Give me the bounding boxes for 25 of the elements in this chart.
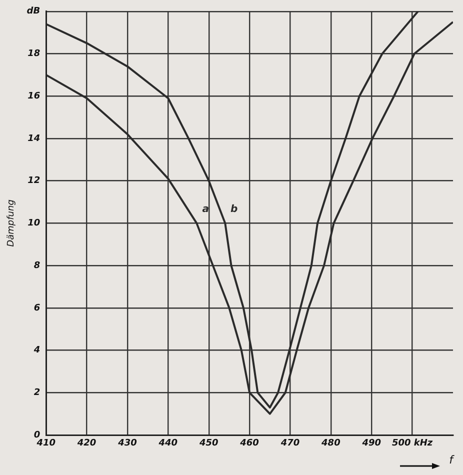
y-tick-label: 4: [32, 346, 40, 356]
x-tick-label: 470: [280, 438, 300, 449]
x-tick-label: 480: [320, 438, 340, 449]
x-tick-label: 460: [239, 438, 259, 449]
x-tick-label: 440: [158, 438, 178, 449]
y-tick-label: 14: [28, 134, 40, 144]
series-label: a: [202, 204, 210, 215]
y-tick-label: 18: [28, 49, 40, 60]
y-tick-label: 0: [34, 430, 40, 440]
y-tick-label: 8: [34, 260, 40, 271]
y-tick-label: 6: [34, 303, 40, 314]
x-tick-label: 420: [76, 438, 96, 449]
x-tick-label: 410: [36, 438, 56, 449]
x-tick-label: 430: [117, 438, 137, 449]
y-tick-label: 10: [28, 218, 40, 229]
x-tick-label: 500 kHz: [392, 438, 434, 449]
y-axis-title: Dämpfung: [6, 199, 17, 247]
series-label: b: [230, 204, 238, 215]
y-tick-label: 16: [28, 91, 40, 102]
y-tick-label: dB: [26, 6, 40, 17]
y-tick-label: 12: [28, 176, 40, 186]
x-axis-title: f: [449, 453, 456, 466]
x-tick-label: 450: [198, 438, 218, 449]
y-tick-label: 2: [34, 388, 40, 398]
x-tick-label: 490: [361, 438, 382, 449]
